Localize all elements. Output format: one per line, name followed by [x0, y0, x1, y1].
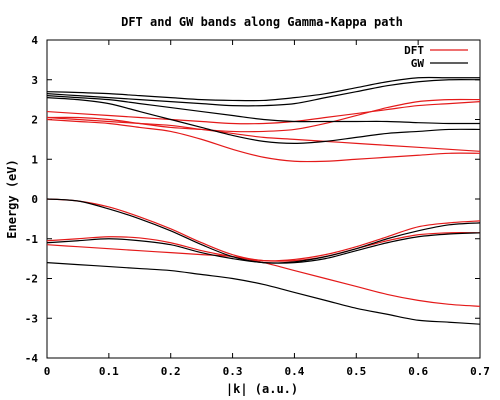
y-tick-label: -2	[25, 273, 38, 286]
dft-band-3	[47, 245, 480, 307]
gw-band-7	[47, 77, 480, 100]
y-tick-label: 2	[31, 114, 38, 127]
y-tick-label: -1	[25, 233, 39, 246]
x-axis-label: |k| (a.u.)	[226, 382, 298, 396]
gw-band-1	[47, 199, 480, 263]
x-tick-label: 0	[44, 365, 51, 378]
x-tick-label: 0.3	[223, 365, 243, 378]
legend-label-gw: GW	[411, 57, 425, 70]
legend-label-dft: DFT	[404, 44, 424, 57]
y-tick-label: 3	[31, 74, 38, 87]
legend: DFT GW	[404, 44, 468, 70]
dft-band-4	[47, 120, 480, 162]
x-tick-labels: 0 0.1 0.2 0.3 0.4 0.5 0.6 0.7	[44, 365, 490, 378]
y-tick-label: 4	[31, 34, 38, 47]
x-tick-label: 0.4	[284, 365, 304, 378]
x-tick-label: 0.5	[346, 365, 366, 378]
x-tick-label: 0.1	[99, 365, 119, 378]
band-lines	[47, 77, 480, 324]
gw-band-2	[47, 233, 480, 263]
y-axis-label: Energy (eV)	[5, 159, 19, 238]
x-tick-label: 0.2	[161, 365, 181, 378]
y-tick-label: 1	[31, 153, 38, 166]
x-tick-label: 0.6	[408, 365, 428, 378]
gw-band-3	[47, 263, 480, 325]
y-tick-labels: -4 -3 -2 -1 0 1 2 3 4	[25, 34, 39, 365]
x-tick-label: 0.7	[470, 365, 490, 378]
y-tick-label: 0	[31, 193, 38, 206]
chart-title: DFT and GW bands along Gamma-Kappa path	[121, 15, 403, 29]
dft-band-1	[47, 199, 480, 261]
plot-frame	[47, 40, 480, 358]
axis-ticks	[47, 40, 480, 358]
gw-band-4	[47, 98, 480, 144]
y-tick-label: -3	[25, 312, 38, 325]
y-tick-label: -4	[25, 352, 39, 365]
